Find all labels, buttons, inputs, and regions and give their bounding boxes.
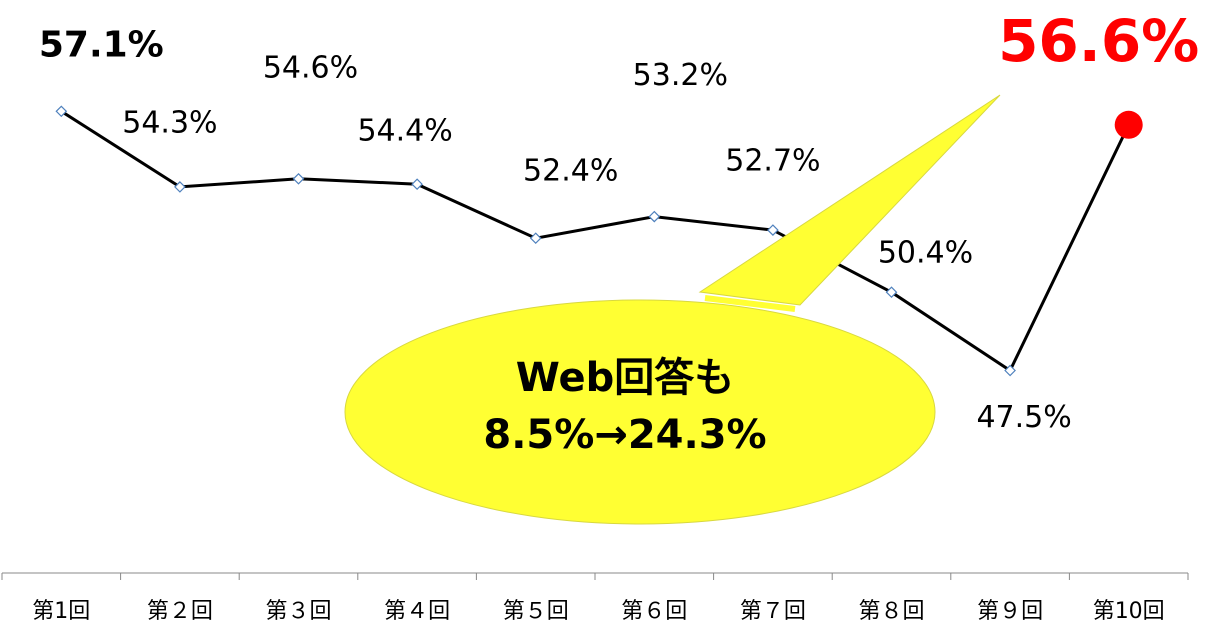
data-label: 56.6%: [998, 7, 1199, 75]
x-tick-label: 第８回: [858, 599, 924, 624]
data-label: 54.6%: [263, 50, 358, 85]
marker: [885, 286, 898, 299]
marker: [174, 181, 186, 193]
marker: [529, 232, 542, 245]
x-tick-label: 第５回: [503, 599, 569, 624]
data-label: 54.4%: [357, 114, 452, 149]
marker: [648, 210, 661, 223]
callout-tail: [698, 94, 1001, 306]
data-label: 50.4%: [878, 236, 973, 271]
x-tick-label: 第６回: [621, 599, 687, 624]
highlight-marker: [1114, 110, 1143, 139]
data-label: 47.5%: [976, 400, 1071, 435]
x-tick-label: 第10回: [1093, 599, 1165, 624]
x-tick-label: 第1回: [32, 599, 90, 624]
data-label: 53.2%: [633, 58, 728, 93]
x-tick-label: 第２回: [147, 599, 213, 624]
marker: [55, 105, 68, 118]
x-tick-label: 第９回: [977, 599, 1043, 624]
line: [60, 110, 1131, 373]
marker: [767, 224, 779, 236]
data-label: 54.3%: [122, 105, 217, 140]
marker: [1004, 364, 1016, 377]
annotation-text: 8.5%→24.3%: [483, 412, 766, 458]
marker: [292, 172, 305, 185]
callout-bubble: [344, 299, 936, 525]
x-tick-label: 第４回: [384, 599, 450, 624]
marker: [411, 178, 423, 191]
data-label: 52.7%: [725, 144, 820, 179]
annotation-text: Web回答も: [516, 355, 734, 401]
labels: 第1回 第２回 第３回 第４回 第５回 第６回 第７回 第８回 第９回 第10回 57.1% 54.3…: [32, 7, 1199, 624]
x-tick-label: 第３回: [265, 599, 331, 624]
x-tick-label: 第７回: [740, 599, 806, 624]
callout: Web回答も 8.5%→24.3%: [344, 94, 1001, 525]
callout-join: [704, 295, 796, 312]
data-label: 57.1%: [39, 24, 164, 65]
plot-area: [1, 105, 1189, 580]
data-label: 52.4%: [523, 154, 618, 189]
